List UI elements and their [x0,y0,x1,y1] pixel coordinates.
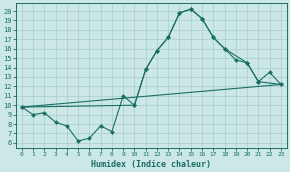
X-axis label: Humidex (Indice chaleur): Humidex (Indice chaleur) [91,159,211,169]
